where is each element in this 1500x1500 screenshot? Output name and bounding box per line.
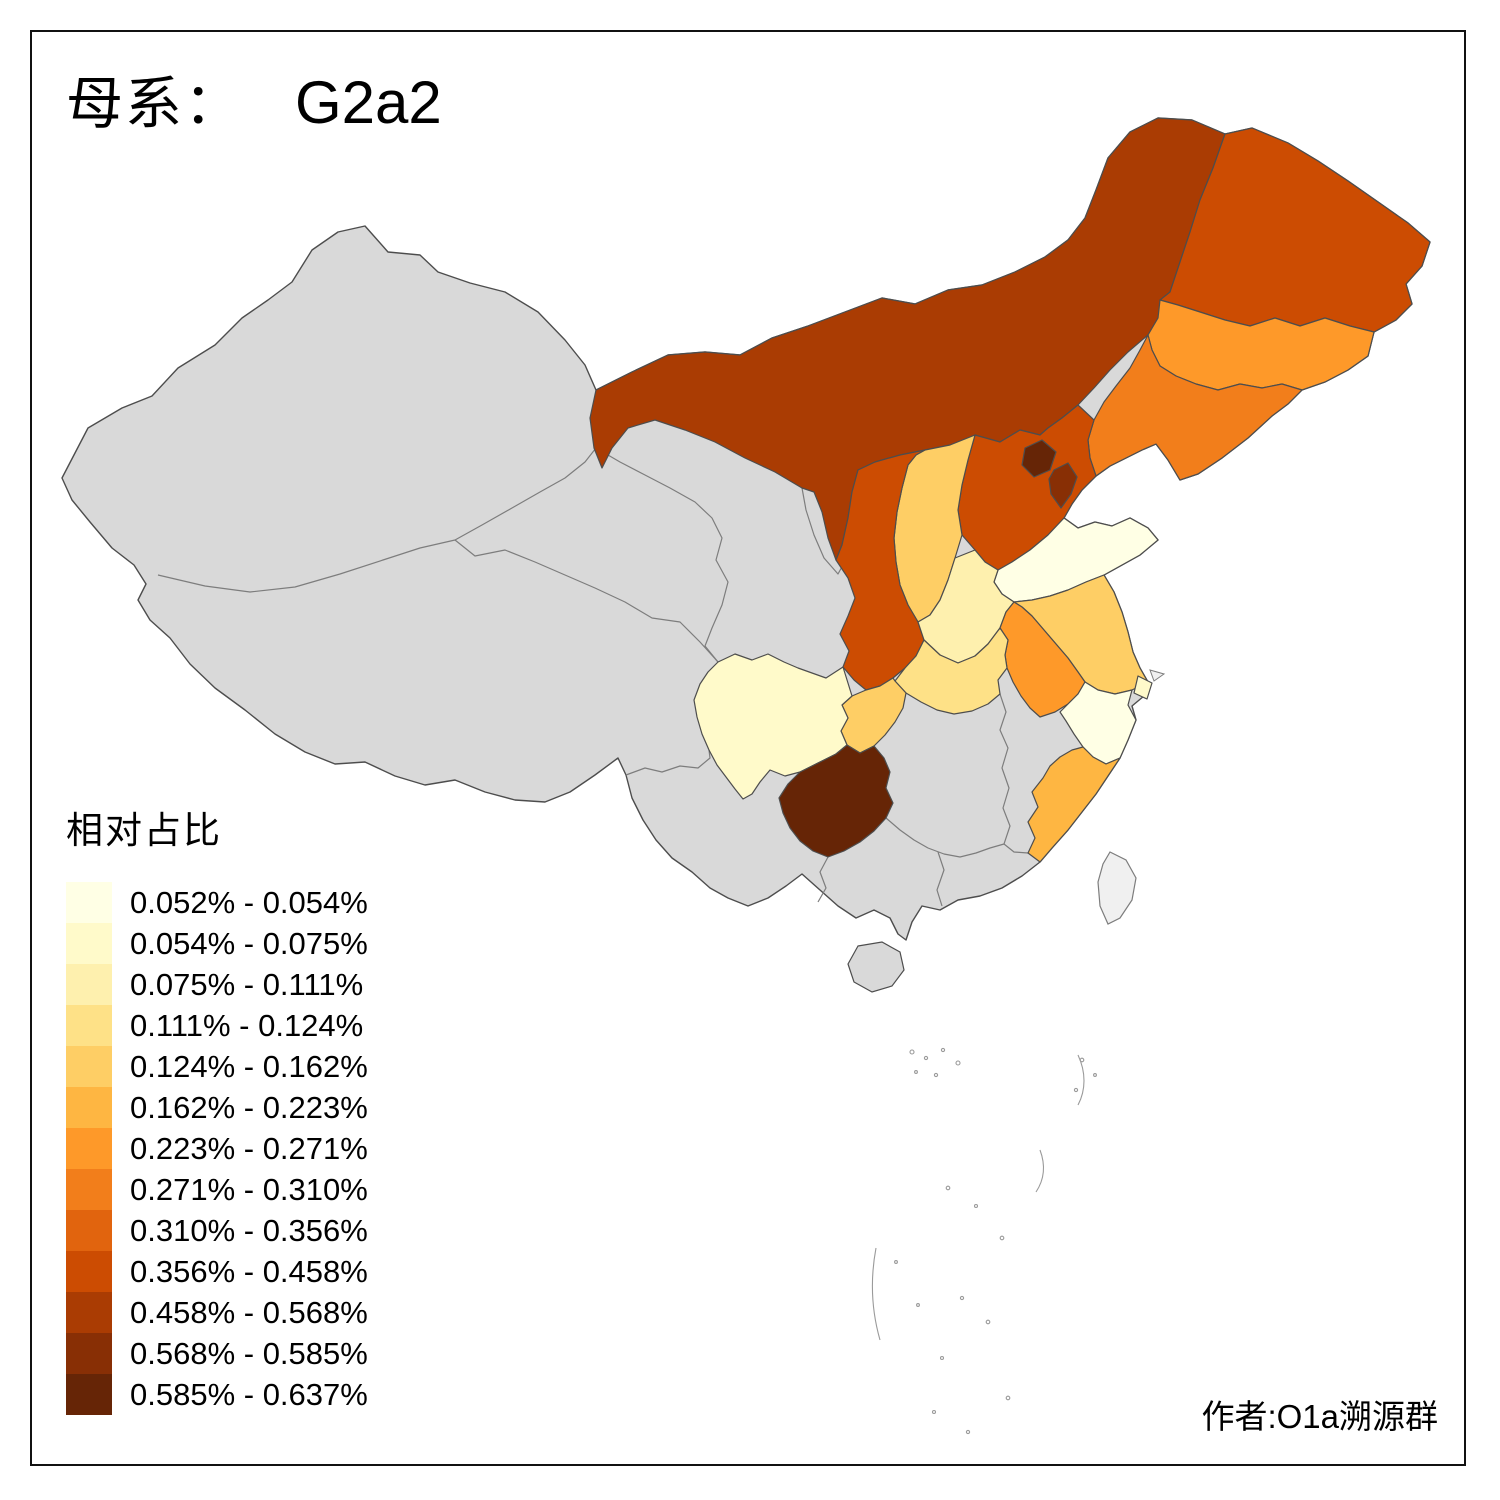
border-tibet-yunnan — [625, 749, 711, 776]
legend-row: 0.162% - 0.223% — [66, 1087, 368, 1128]
legend-row: 0.568% - 0.585% — [66, 1333, 368, 1374]
region-liaoning — [1087, 334, 1303, 481]
region-fujian — [1027, 746, 1121, 863]
region-tianjin — [1048, 462, 1078, 509]
legend-label: 0.458% - 0.568% — [130, 1294, 368, 1330]
taiwan-island — [1097, 851, 1137, 925]
border-qinghai-gansu — [595, 447, 729, 663]
border-tibet-qinghai — [454, 539, 719, 663]
legend-swatch — [66, 1251, 112, 1292]
legend-label: 0.111% - 0.124% — [130, 1007, 364, 1043]
legend-rows: 0.052% - 0.054% 0.054% - 0.075% 0.075% - 0… — [66, 882, 368, 1415]
border-yunnan-guangxi — [817, 856, 829, 903]
legend-swatch — [66, 1087, 112, 1128]
legend-label: 0.054% - 0.075% — [130, 925, 368, 961]
legend-label: 0.075% - 0.111% — [130, 966, 364, 1002]
legend-label: 0.356% - 0.458% — [130, 1253, 368, 1289]
legend-row: 0.124% - 0.162% — [66, 1046, 368, 1087]
legend-swatch — [66, 1374, 112, 1415]
legend-title: 相对占比 — [66, 810, 222, 851]
region-inner-mongolia — [589, 117, 1226, 561]
legend-row: 0.054% - 0.075% — [66, 923, 368, 964]
legend-row: 0.223% - 0.271% — [66, 1128, 368, 1169]
title-maternal-label: 母系： — [66, 72, 243, 136]
title-haplogroup: G2a2 — [295, 69, 442, 136]
legend-label: 0.124% - 0.162% — [130, 1048, 368, 1084]
plot-frame — [30, 30, 1466, 1466]
legend-label: 0.271% - 0.310% — [130, 1171, 368, 1207]
border-hunan-jiangxi — [999, 693, 1011, 845]
legend-label: 0.568% - 0.585% — [130, 1335, 368, 1371]
legend-swatch — [66, 1005, 112, 1046]
legend-row: 0.310% - 0.356% — [66, 1210, 368, 1251]
legend-label: 0.310% - 0.356% — [130, 1212, 368, 1248]
legend-swatch — [66, 1292, 112, 1333]
legend-swatch — [66, 964, 112, 1005]
legend-swatch — [66, 1046, 112, 1087]
legend-swatch — [66, 1333, 112, 1374]
border-xinjiang-tibet — [157, 539, 456, 593]
legend-label: 0.585% - 0.637% — [130, 1376, 368, 1412]
legend-row: 0.458% - 0.568% — [66, 1292, 368, 1333]
author-credit: 作者:O1a溯源群 — [1201, 1398, 1438, 1435]
legend-row: 0.356% - 0.458% — [66, 1251, 368, 1292]
legend-label: 0.052% - 0.054% — [130, 884, 368, 920]
legend-row: 0.075% - 0.111% — [66, 964, 368, 1005]
region-guizhou — [778, 744, 894, 858]
page-title: 母系： G2a2 — [66, 58, 442, 140]
legend-row: 0.585% - 0.637% — [66, 1374, 368, 1415]
border-jiangxi-guangdong — [1003, 843, 1029, 854]
legend-swatch — [66, 1169, 112, 1210]
legend-swatch — [66, 882, 112, 923]
south-china-sea-features — [871, 1047, 1097, 1435]
legend-swatch — [66, 923, 112, 964]
border-hunan-guangdong-guangxi — [885, 817, 1005, 858]
chongming-island — [1149, 669, 1166, 682]
no-data-province-borders — [157, 389, 1029, 907]
hainan-island — [847, 941, 905, 993]
legend-swatch — [66, 1128, 112, 1169]
legend-swatch — [66, 1210, 112, 1251]
border-guangxi-guangdong — [936, 851, 945, 907]
legend-row: 0.052% - 0.054% — [66, 882, 368, 923]
legend-row: 0.271% - 0.310% — [66, 1169, 368, 1210]
region-shanghai — [1133, 675, 1153, 700]
region-beijing — [1021, 439, 1057, 478]
legend-label: 0.162% - 0.223% — [130, 1089, 368, 1125]
choropleth-regions — [589, 117, 1431, 863]
legend: 相对占比 0.052% - 0.054% 0.054% - 0.075% 0.075… — [66, 800, 368, 1415]
legend-row: 0.111% - 0.124% — [66, 1005, 368, 1046]
legend-label: 0.223% - 0.271% — [130, 1130, 368, 1166]
